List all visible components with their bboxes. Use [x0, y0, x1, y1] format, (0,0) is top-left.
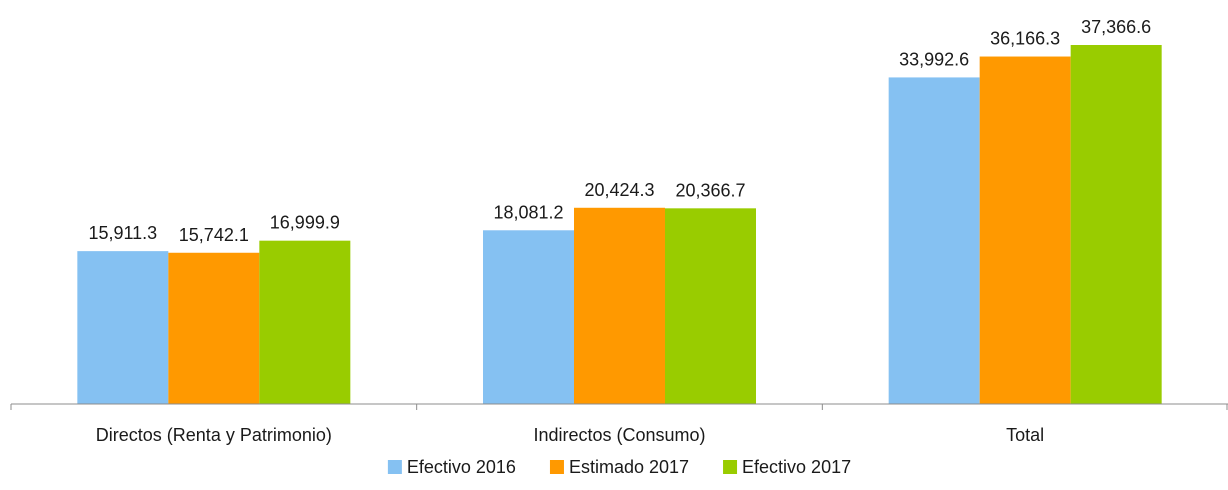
bar-efectivo-2017-2 — [1070, 45, 1162, 404]
bar-efectivo-2016-0 — [77, 251, 169, 404]
data-label: 15,911.3 — [88, 223, 157, 243]
x-tick-label: Indirectos (Consumo) — [533, 425, 705, 445]
bar-estimado-2017-2 — [979, 56, 1071, 405]
legend-label: Efectivo 2016 — [407, 457, 516, 477]
value-labels-layer: 15,911.3 15,742.1 16,999.9 18,081.2 20,424.3… — [88, 17, 1151, 245]
legend-swatch — [387, 460, 402, 474]
bar-efectivo-2016-1 — [483, 230, 574, 404]
legend-swatch — [549, 460, 564, 474]
data-label: 37,366.6 — [1081, 17, 1151, 37]
x-tick-label: Total — [1006, 425, 1044, 445]
bar-efectivo-2016-2 — [888, 77, 980, 404]
data-label: 15,742.1 — [179, 225, 249, 245]
data-label: 20,424.3 — [584, 180, 654, 200]
data-label: 33,992.6 — [899, 49, 969, 69]
bar-estimado-2017-1 — [574, 207, 665, 404]
x-axis: Directos (Renta y Patrimonio) Indirectos … — [10, 403, 1228, 445]
legend-label: Estimado 2017 — [569, 457, 689, 477]
legend-item: Efectivo 2017 — [723, 457, 851, 477]
bar-estimado-2017-0 — [168, 252, 260, 404]
legend-swatch — [723, 460, 738, 474]
legend-item: Efectivo 2016 — [387, 457, 516, 477]
x-tick-label: Directos (Renta y Patrimonio) — [96, 425, 332, 445]
bar-efectivo-2017-1 — [665, 208, 756, 404]
data-label: 20,366.7 — [675, 180, 745, 200]
legend: Efectivo 2016 Estimado 2017 Efectivo 2017 — [387, 457, 851, 477]
legend-label: Efectivo 2017 — [742, 457, 851, 477]
data-label: 16,999.9 — [270, 213, 340, 233]
bar-efectivo-2017-0 — [259, 240, 351, 404]
bars-layer — [77, 45, 1162, 405]
data-label: 18,081.2 — [493, 202, 563, 222]
data-label: 36,166.3 — [990, 29, 1060, 49]
legend-item: Estimado 2017 — [549, 457, 689, 477]
